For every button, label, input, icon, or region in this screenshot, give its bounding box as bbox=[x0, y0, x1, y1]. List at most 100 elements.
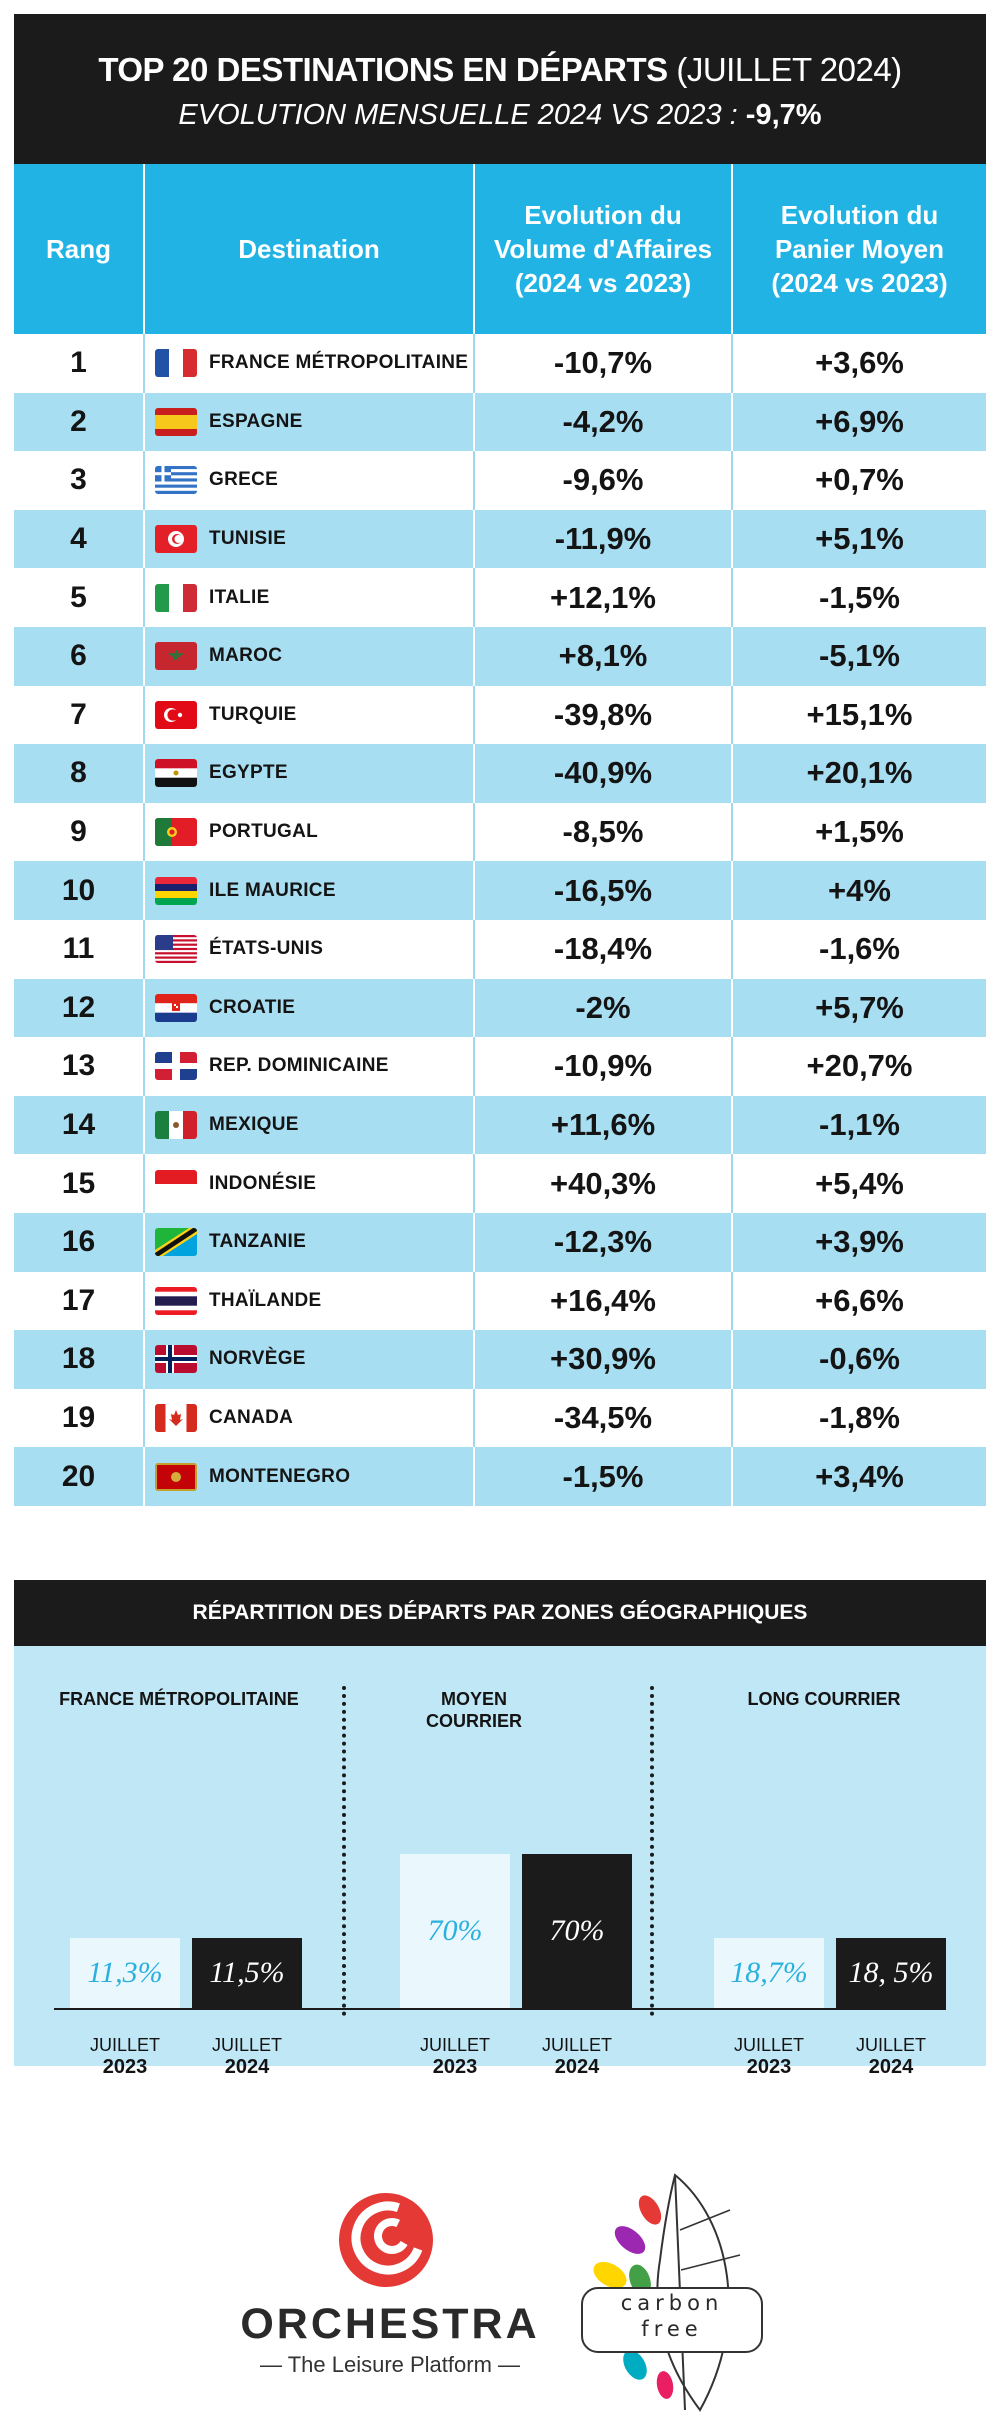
rank-cell: 4 bbox=[14, 509, 144, 569]
zone-divider bbox=[342, 1686, 346, 2016]
table-row: 13 REP. DOMINICAINE -10,9% +20,7% bbox=[14, 1037, 986, 1096]
x-label-month: JUILLET bbox=[211, 2035, 283, 2055]
rank-cell: 2 bbox=[14, 392, 144, 452]
col-header-destination: Destination bbox=[143, 164, 474, 334]
egypt-flag-icon bbox=[155, 759, 197, 788]
table-row: 7 TURQUIE -39,8% +15,1% bbox=[14, 685, 986, 745]
table-row: 3 GRECE -9,6% +0,7% bbox=[14, 451, 986, 510]
destination-name: CANADA bbox=[209, 1406, 294, 1428]
x-label-month: JUILLET bbox=[855, 2035, 927, 2055]
destination-name: TANZANIE bbox=[209, 1231, 307, 1253]
canada-flag-icon bbox=[155, 1403, 197, 1432]
orchestra-logo-icon bbox=[339, 2193, 433, 2287]
x-label-year: 2023 bbox=[432, 2056, 478, 2078]
destination-name: GRECE bbox=[209, 469, 279, 491]
rank-cell: 12 bbox=[14, 978, 144, 1038]
destination-cell: FRANCE MÉTROPOLITAINE bbox=[143, 334, 474, 393]
x-axis-label: JUILLET 2024 bbox=[522, 2034, 632, 2078]
destination-cell: EGYPTE bbox=[143, 744, 474, 803]
zone-label-long: LONG COURRIER bbox=[747, 1689, 901, 1709]
page-subtitle: EVOLUTION MENSUELLE 2024 VS 2023 : -9,7% bbox=[14, 94, 986, 136]
panier-cell: +0,7% bbox=[731, 451, 986, 510]
x-label-month: JUILLET bbox=[89, 2035, 161, 2055]
tunisia-flag-icon bbox=[155, 525, 197, 554]
rank-cell: 1 bbox=[14, 334, 144, 393]
destination-name: MAROC bbox=[209, 645, 283, 667]
bar-2024-zone-1: 11,5% bbox=[192, 1938, 302, 2008]
panier-cell: -1,5% bbox=[731, 568, 986, 627]
bar-2024-zone-2: 70% bbox=[522, 1853, 632, 2008]
zone-label-moyen: MOYEN COURRIER bbox=[425, 1689, 522, 1731]
destination-cell: INDONÉSIE bbox=[143, 1154, 474, 1213]
table-row: 2 ESPAGNE -4,2% +6,9% bbox=[14, 392, 986, 452]
destination-name: ESPAGNE bbox=[209, 410, 303, 432]
x-label-year: 2024 bbox=[224, 2056, 270, 2078]
volume-cell: +12,1% bbox=[473, 568, 732, 627]
panier-cell: +20,1% bbox=[731, 744, 986, 803]
croatia-flag-icon bbox=[155, 993, 197, 1022]
destination-name: MONTENEGRO bbox=[209, 1465, 351, 1487]
norway-flag-icon bbox=[155, 1345, 197, 1374]
panier-cell: +3,9% bbox=[731, 1212, 986, 1272]
zone-label-france: FRANCE MÉTROPOLITAINE bbox=[59, 1689, 299, 1709]
rank-cell: 18 bbox=[14, 1330, 144, 1389]
panier-cell: -1,1% bbox=[731, 1095, 986, 1155]
table-row: 12 CROATIE -2% +5,7% bbox=[14, 978, 986, 1038]
table-row: 14 MEXIQUE +11,6% -1,1% bbox=[14, 1095, 986, 1155]
tanzania-flag-icon bbox=[155, 1228, 197, 1257]
table-row: 20 MONTENEGRO -1,5% +3,4% bbox=[14, 1447, 986, 1506]
x-axis-label: JUILLET 2024 bbox=[836, 2034, 946, 2078]
destination-name: TUNISIE bbox=[209, 528, 287, 550]
bar-2023-zone-2: 70% bbox=[400, 1853, 510, 2008]
panier-cell: +5,4% bbox=[731, 1154, 986, 1213]
x-label-year: 2024 bbox=[868, 2056, 914, 2078]
volume-cell: -8,5% bbox=[473, 802, 732, 862]
carbon-free-line2: free bbox=[641, 2317, 703, 2341]
table-row: 6 MAROC +8,1% -5,1% bbox=[14, 626, 986, 686]
col-header-panier: Evolution du Panier Moyen (2024 vs 2023) bbox=[731, 164, 986, 334]
italy-flag-icon bbox=[155, 583, 197, 612]
panier-cell: +5,1% bbox=[731, 509, 986, 569]
greece-flag-icon bbox=[155, 466, 197, 495]
destination-name: FRANCE MÉTROPOLITAINE bbox=[209, 352, 469, 374]
montenegro-flag-icon bbox=[155, 1462, 197, 1491]
volume-cell: -39,8% bbox=[473, 685, 732, 745]
rank-cell: 5 bbox=[14, 568, 144, 627]
volume-cell: +40,3% bbox=[473, 1154, 732, 1213]
volume-cell: +11,6% bbox=[473, 1095, 732, 1155]
mauritius-flag-icon bbox=[155, 876, 197, 905]
chart-baseline bbox=[54, 2008, 946, 2010]
destination-name: CROATIE bbox=[209, 996, 296, 1018]
destination-cell: MONTENEGRO bbox=[143, 1447, 474, 1506]
panier-cell: +6,6% bbox=[731, 1271, 986, 1331]
volume-cell: -9,6% bbox=[473, 451, 732, 510]
rank-cell: 10 bbox=[14, 861, 144, 920]
volume-cell: -18,4% bbox=[473, 919, 732, 979]
table-row: 8 EGYPTE -40,9% +20,1% bbox=[14, 744, 986, 803]
destination-name: PORTUGAL bbox=[209, 821, 319, 843]
title-main: TOP 20 DESTINATIONS EN DÉPARTS bbox=[98, 51, 668, 88]
dominican-republic-flag-icon bbox=[155, 1052, 197, 1081]
x-axis-label: JUILLET 2023 bbox=[714, 2034, 824, 2078]
rank-cell: 6 bbox=[14, 626, 144, 686]
table-header-row: Rang Destination Evolution du Volume d'A… bbox=[14, 164, 986, 334]
rank-cell: 19 bbox=[14, 1388, 144, 1448]
volume-cell: +30,9% bbox=[473, 1330, 732, 1389]
mexico-flag-icon bbox=[155, 1111, 197, 1140]
panier-cell: +4% bbox=[731, 861, 986, 920]
volume-cell: -1,5% bbox=[473, 1447, 732, 1506]
destination-cell: CANADA bbox=[143, 1388, 474, 1448]
destination-cell: NORVÈGE bbox=[143, 1330, 474, 1389]
panier-cell: -0,6% bbox=[731, 1330, 986, 1389]
destination-name: ÉTATS-UNIS bbox=[209, 938, 324, 960]
destination-cell: ITALIE bbox=[143, 568, 474, 627]
volume-cell: -10,9% bbox=[473, 1037, 732, 1096]
destination-cell: MEXIQUE bbox=[143, 1095, 474, 1155]
indonesia-flag-icon bbox=[155, 1169, 197, 1198]
panier-cell: +3,4% bbox=[731, 1447, 986, 1506]
destination-name: TURQUIE bbox=[209, 703, 297, 725]
page-title: TOP 20 DESTINATIONS EN DÉPARTS (JUILLET … bbox=[14, 50, 986, 90]
table-row: 9 PORTUGAL -8,5% +1,5% bbox=[14, 802, 986, 862]
france-flag-icon bbox=[155, 349, 197, 378]
rank-cell: 17 bbox=[14, 1271, 144, 1331]
